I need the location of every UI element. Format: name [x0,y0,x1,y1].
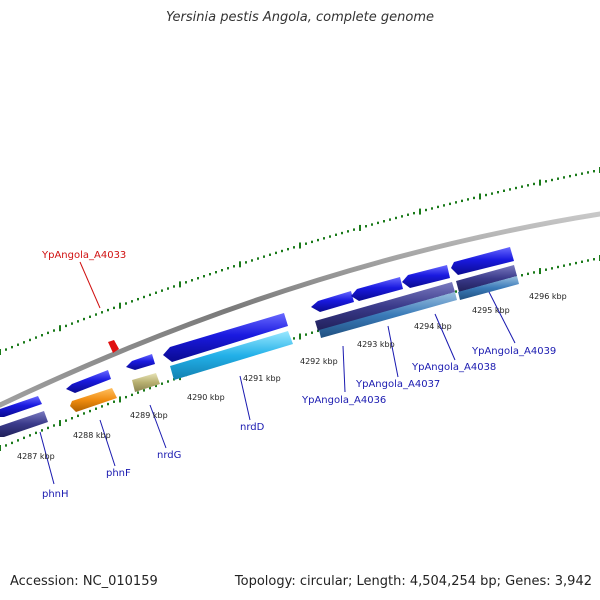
kbp-label: 4292 kbp [300,357,338,366]
accession-text: Accession: NC_010159 [10,574,158,589]
gene-label-A4036[interactable]: YpAngola_A4036 [301,395,386,406]
leader-line-A4036 [342,345,346,393]
gene-label-nrdG[interactable]: nrdG [157,450,181,461]
genome-backbone [0,211,600,408]
gene-label-nrdD[interactable]: nrdD [240,422,265,433]
leader-line-A4038 [434,313,456,361]
gene-arrow[interactable] [163,313,288,362]
map-title: Yersinia pestis Angola, complete genome [166,10,434,25]
kbp-label: 4291 kbp [243,374,281,383]
kbp-label: 4289 kbp [130,411,168,420]
gene-arrow[interactable] [451,247,514,275]
gene-arrow[interactable] [0,411,48,437]
gene-arrow[interactable] [311,291,354,312]
kbp-label: 4293 kbp [357,340,395,349]
kbp-label: 4295 kbp [472,306,510,315]
marker-icon[interactable] [108,340,119,353]
upper-strand-genes [0,247,514,417]
leader-line-A4033 [79,261,101,309]
gene-arrow[interactable] [319,292,457,338]
gene-arrow[interactable] [458,276,519,300]
gene-arrow[interactable] [70,388,117,412]
genome-summary-text: Topology: circular; Length: 4,504,254 bp… [234,574,592,589]
leader-line-A4037 [387,325,399,378]
leader-line-nrdD [239,375,251,421]
kbp-label: 4288 kbp [73,431,111,440]
gene-arrow[interactable] [402,265,450,288]
lower-strand-genes [0,265,519,437]
kbp-label: 4290 kbp [187,393,225,402]
gene-label-phnF[interactable]: phnF [106,468,131,479]
gene-arrow[interactable] [66,370,111,393]
gene-arrow[interactable] [456,265,517,292]
gene-label-A4037[interactable]: YpAngola_A4037 [355,379,440,390]
gene-arrow[interactable] [170,331,293,380]
gene-arrow[interactable] [126,354,155,370]
gene-arrow[interactable] [351,277,403,301]
kbp-label: 4296 kbp [529,292,567,301]
gene-arrow[interactable] [132,373,160,392]
leader-line-phnF [99,419,116,467]
leader-line-phnH [39,431,55,485]
gene-arrow[interactable] [315,282,455,331]
gene-label-A4038[interactable]: YpAngola_A4038 [411,362,496,373]
gene-label-A4033[interactable]: YpAngola_A4033 [41,250,126,261]
outer-tick-track [0,167,600,355]
kbp-label: 4287 kbp [17,452,55,461]
kbp-label: 4294 kbp [414,322,452,331]
gene-label-A4039[interactable]: YpAngola_A4039 [471,346,556,357]
leader-line-nrdG [149,404,167,449]
leader-line-A4039 [487,289,516,344]
gene-arrow[interactable] [0,396,42,417]
gene-label-phnH[interactable]: phnH [42,489,69,500]
